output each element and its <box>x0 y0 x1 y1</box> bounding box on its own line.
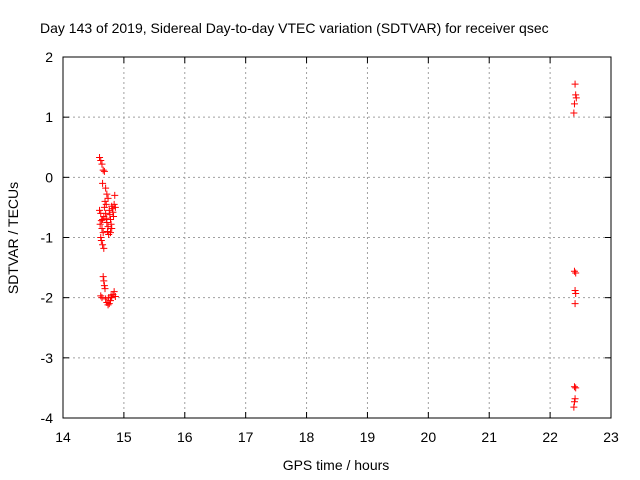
data-point <box>111 191 119 199</box>
data-point <box>100 244 108 252</box>
data-point <box>99 229 107 237</box>
data-point <box>572 269 580 277</box>
data-point <box>107 292 115 300</box>
data-point <box>570 398 578 406</box>
data-point <box>105 206 113 214</box>
data-point <box>571 80 579 88</box>
data-point <box>97 237 105 245</box>
data-point <box>97 156 105 164</box>
y-tick-label: -3 <box>41 350 54 366</box>
y-tick-label: 1 <box>45 109 53 125</box>
data-point <box>110 212 118 220</box>
x-tick-label: 16 <box>177 429 193 445</box>
data-point <box>99 166 107 174</box>
y-tick-label: -2 <box>41 290 54 306</box>
data-point <box>100 212 108 220</box>
data-points <box>96 80 580 411</box>
x-axis-label: GPS time / hours <box>283 457 390 473</box>
data-point <box>102 295 110 303</box>
data-point <box>571 395 579 403</box>
grid-lines <box>63 57 611 418</box>
data-point <box>572 91 580 99</box>
data-point <box>99 215 107 223</box>
data-point <box>99 273 107 281</box>
data-point <box>105 300 113 308</box>
data-point <box>110 200 118 208</box>
data-point <box>98 294 106 302</box>
data-point <box>108 224 116 232</box>
data-point <box>97 292 105 300</box>
data-point <box>102 209 110 217</box>
data-point <box>100 203 108 211</box>
data-point <box>103 218 111 226</box>
y-tick-label: 2 <box>45 49 53 65</box>
data-point <box>98 224 106 232</box>
data-point <box>570 109 578 117</box>
data-point <box>99 241 107 249</box>
data-point <box>103 190 111 198</box>
data-point <box>571 300 579 308</box>
data-point <box>106 229 114 237</box>
data-point <box>102 200 110 208</box>
data-point <box>111 203 119 211</box>
data-point <box>97 234 105 241</box>
data-point <box>104 301 112 309</box>
chart-title: Day 143 of 2019, Sidereal Day-to-day VTE… <box>40 20 549 36</box>
data-point <box>572 384 580 392</box>
x-tick-label: 15 <box>116 429 132 445</box>
data-point <box>108 205 116 213</box>
data-point <box>96 206 104 214</box>
y-axis-label: SDTVAR / TECUs <box>5 182 21 294</box>
data-point <box>570 267 578 275</box>
data-point <box>101 285 109 293</box>
data-point <box>106 297 114 305</box>
data-point <box>106 215 114 223</box>
axis-ticks: 14 15 16 17 18 19 20 21 22 23 -4 -3 -2 -1 0 1 2 <box>41 49 619 445</box>
data-point <box>572 289 580 297</box>
data-point <box>102 184 110 192</box>
data-point <box>111 292 119 300</box>
data-point <box>101 197 109 205</box>
x-tick-label: 18 <box>299 429 315 445</box>
data-point <box>570 403 578 411</box>
y-tick-label: -4 <box>41 410 54 426</box>
y-tick-label: -1 <box>41 230 54 246</box>
x-tick-label: 14 <box>55 429 71 445</box>
data-point <box>96 220 104 228</box>
data-point <box>572 94 580 102</box>
data-point <box>100 282 108 290</box>
x-tick-label: 20 <box>421 429 437 445</box>
data-point <box>100 277 108 285</box>
data-point <box>99 179 107 187</box>
data-point <box>570 100 578 108</box>
x-tick-label: 23 <box>603 429 619 445</box>
y-tick-label: 0 <box>45 169 53 185</box>
data-point <box>104 194 112 202</box>
data-point <box>109 208 117 216</box>
data-point <box>107 220 115 228</box>
data-point <box>103 227 111 235</box>
x-tick-label: 17 <box>238 429 254 445</box>
x-tick-label: 22 <box>542 429 558 445</box>
data-point <box>105 230 113 238</box>
data-point <box>98 160 106 168</box>
data-point <box>100 167 108 175</box>
data-point <box>96 153 104 161</box>
data-point <box>97 217 105 225</box>
data-point <box>570 383 578 391</box>
data-point <box>571 286 579 294</box>
x-tick-label: 21 <box>481 429 497 445</box>
data-point <box>110 288 118 296</box>
x-tick-label: 19 <box>360 429 376 445</box>
